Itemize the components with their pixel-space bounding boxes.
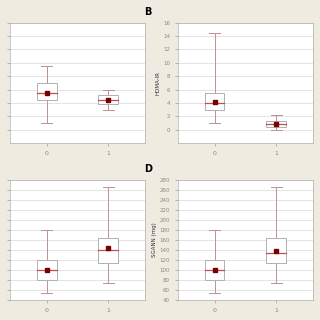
Bar xyxy=(99,237,118,263)
Bar xyxy=(205,93,224,110)
Bar xyxy=(266,121,286,127)
Bar xyxy=(205,260,224,280)
Bar xyxy=(266,237,286,263)
Y-axis label: SGANN (mg): SGANN (mg) xyxy=(152,223,157,258)
Bar xyxy=(37,260,57,280)
Text: D: D xyxy=(144,164,152,174)
Text: B: B xyxy=(144,6,151,17)
Bar xyxy=(99,95,118,104)
Bar xyxy=(37,83,57,100)
Y-axis label: HOMA-IR: HOMA-IR xyxy=(155,71,160,95)
